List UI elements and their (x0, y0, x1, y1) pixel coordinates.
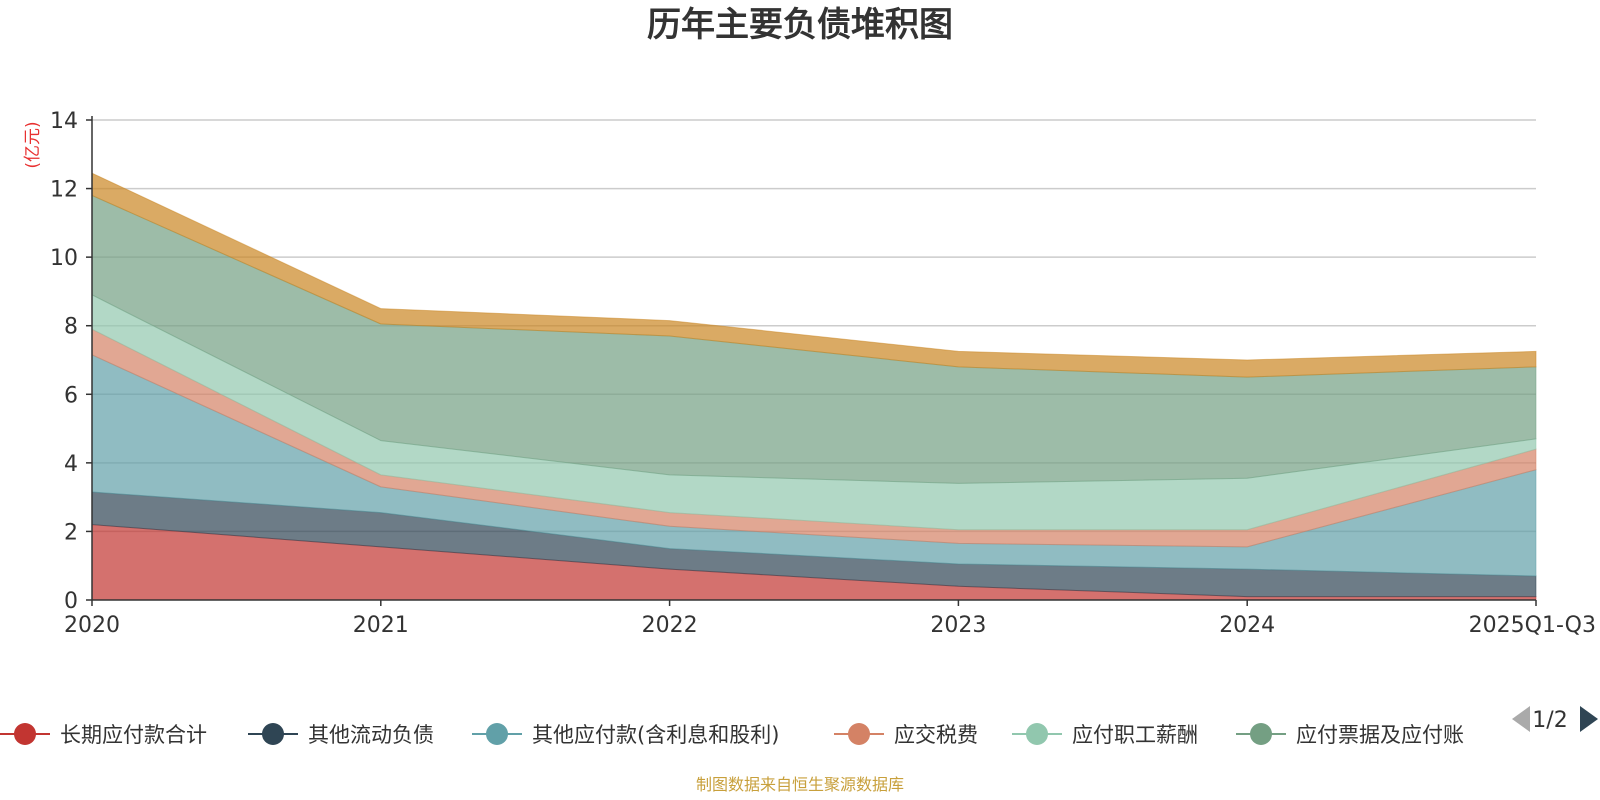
data-source-note: 制图数据来自恒生聚源数据库 (696, 775, 904, 794)
axes: 0 2 4 6 8 10 12 14 2020 2021 2022 2023 2024 2025Q1-Q3 (50, 109, 1596, 638)
legend-item-label: 应交税费 (894, 723, 978, 747)
legend-marker-icon (1250, 723, 1272, 745)
y-tick-label: 12 (50, 178, 78, 203)
legend-item-label: 其他流动负债 (308, 723, 434, 747)
y-axis-label: (亿元) (23, 121, 43, 168)
x-tick-label: 2024 (1219, 613, 1275, 638)
legend-marker-icon (14, 723, 36, 745)
legend-page-indicator: 1/2 (1532, 708, 1567, 733)
x-tick-label: 2020 (64, 613, 120, 638)
area-series (91, 172, 1537, 601)
y-tick-label: 0 (64, 589, 78, 614)
x-tick-label: 2022 (642, 613, 698, 638)
y-tick-label: 8 (64, 315, 78, 340)
y-tick-label: 10 (50, 246, 78, 271)
legend-item-label: 应付票据及应付账 (1296, 723, 1464, 747)
legend-item-label: 长期应付款合计 (60, 723, 207, 747)
legend-item-label: 应付职工薪酬 (1072, 723, 1198, 747)
area-series-7 (91, 172, 1537, 378)
legend-pager[interactable]: 1/2 (1512, 706, 1598, 733)
legend-prev-icon[interactable] (1512, 706, 1530, 732)
chart-title: 历年主要负债堆积图 (647, 5, 953, 45)
y-tick-label: 14 (50, 109, 78, 134)
x-tick-label: 2025Q1-Q3 (1469, 613, 1596, 638)
x-tick-label: 2023 (930, 613, 986, 638)
legend-marker-icon (848, 723, 870, 745)
legend-item-label: 其他应付款(含利息和股利) (532, 723, 779, 747)
legend-marker-icon (486, 723, 508, 745)
legend-marker-icon (1026, 723, 1048, 745)
y-tick-label: 4 (64, 452, 78, 477)
legend: 长期应付款合计 其他流动负债 其他应付款(含利息和股利) 应交税费 应付职工薪酬 应付票据… (0, 723, 1464, 747)
y-tick-label: 2 (64, 520, 78, 545)
legend-marker-icon (262, 723, 284, 745)
x-tick-label: 2021 (353, 613, 409, 638)
legend-next-icon[interactable] (1580, 706, 1598, 732)
y-tick-label: 6 (64, 383, 78, 408)
